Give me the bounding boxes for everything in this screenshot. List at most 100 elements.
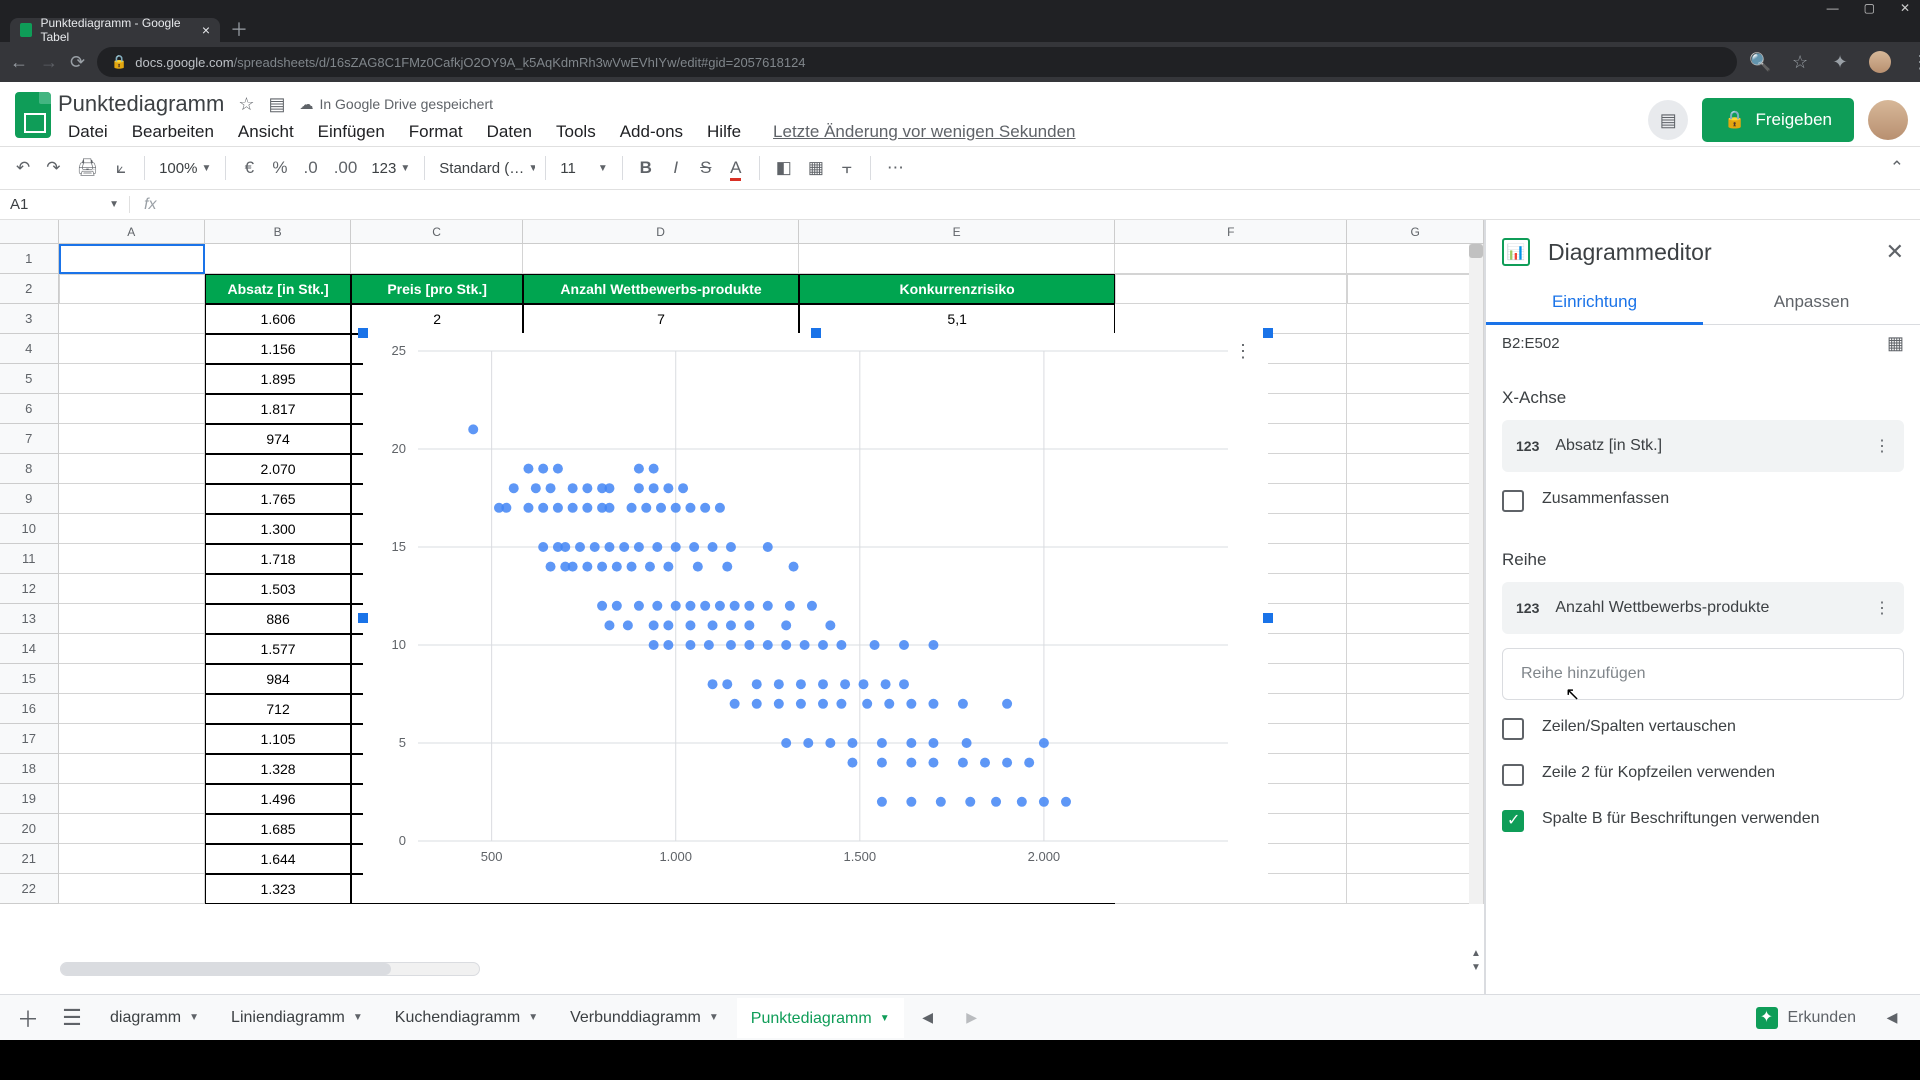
- more-button[interactable]: ⋯: [881, 154, 910, 182]
- col-header-c[interactable]: C: [351, 220, 523, 243]
- decrease-decimal-button[interactable]: .0: [298, 154, 324, 182]
- resize-handle[interactable]: [358, 328, 368, 338]
- merge-button[interactable]: ⫟: [834, 154, 860, 182]
- col-header-g[interactable]: G: [1347, 220, 1484, 243]
- col-header-b[interactable]: B: [205, 220, 351, 243]
- fill-color-button[interactable]: ◧: [770, 154, 798, 182]
- menu-insert[interactable]: Einfügen: [308, 120, 395, 144]
- document-name[interactable]: Punktediagramm: [58, 91, 224, 117]
- number-format-select[interactable]: 123▼: [367, 160, 414, 177]
- menu-data[interactable]: Daten: [477, 120, 542, 144]
- resize-handle[interactable]: [358, 613, 368, 623]
- explore-button[interactable]: ✦ Erkunden: [1744, 1007, 1869, 1029]
- italic-button[interactable]: I: [663, 154, 689, 182]
- chart-object[interactable]: ⋮ 05101520255001.0001.5002.000: [363, 333, 1268, 903]
- data-range-value[interactable]: B2:E502: [1502, 335, 1560, 352]
- forward-button[interactable]: →: [40, 52, 58, 73]
- redo-button[interactable]: ↷: [40, 154, 66, 182]
- aggregate-checkbox-row[interactable]: Zusammenfassen: [1486, 478, 1920, 524]
- collapse-toolbar-button[interactable]: ⌃: [1884, 154, 1910, 182]
- add-sheet-button[interactable]: ＋: [8, 1002, 48, 1034]
- series-field[interactable]: 123 Anzahl Wettbewerbs-produkte ⋮: [1502, 582, 1904, 634]
- select-all-corner[interactable]: [0, 220, 59, 243]
- undo-button[interactable]: ↶: [10, 154, 36, 182]
- browser-menu-icon[interactable]: ⋮: [1909, 52, 1920, 73]
- resize-handle[interactable]: [1263, 328, 1273, 338]
- tab-close-icon[interactable]: ×: [202, 22, 210, 38]
- sheets-logo[interactable]: [8, 90, 58, 140]
- last-edit-link[interactable]: Letzte Änderung vor wenigen Sekunden: [763, 120, 1085, 144]
- sheet-tab[interactable]: Liniendiagramm▼: [217, 999, 377, 1037]
- row2-checkbox[interactable]: [1502, 764, 1524, 786]
- vertical-scrollbar[interactable]: [1469, 244, 1483, 904]
- scroll-tabs-right[interactable]: ▶: [952, 1009, 992, 1026]
- close-window-button[interactable]: ✕: [1900, 1, 1910, 15]
- col-header-f[interactable]: F: [1115, 220, 1347, 243]
- menu-help[interactable]: Hilfe: [697, 120, 751, 144]
- tab-setup[interactable]: Einrichtung: [1486, 284, 1703, 325]
- row2-checkbox-row[interactable]: Zeile 2 für Kopfzeilen verwenden: [1486, 752, 1920, 798]
- scroll-tabs-left[interactable]: ◀: [908, 1009, 948, 1026]
- paint-format-button[interactable]: ⟀: [108, 154, 134, 182]
- print-button[interactable]: 🖨: [71, 154, 105, 182]
- sheet-tab-active[interactable]: Punktediagramm▼: [737, 998, 904, 1038]
- horizontal-scrollbar[interactable]: [60, 962, 480, 976]
- colb-checkbox[interactable]: [1502, 810, 1524, 832]
- profile-avatar-icon[interactable]: [1869, 51, 1891, 73]
- new-tab-button[interactable]: ＋: [220, 16, 258, 42]
- field-menu-icon[interactable]: ⋮: [1874, 436, 1890, 456]
- swap-checkbox-row[interactable]: Zeilen/Spalten vertauschen: [1486, 706, 1920, 752]
- menu-view[interactable]: Ansicht: [228, 120, 304, 144]
- share-button[interactable]: 🔒Freigeben: [1702, 98, 1854, 142]
- zoom-icon[interactable]: 🔍: [1749, 52, 1771, 73]
- bold-button[interactable]: B: [633, 154, 659, 182]
- close-sidebar-button[interactable]: ✕: [1886, 239, 1904, 265]
- sheet-tab[interactable]: diagramm▼: [96, 999, 213, 1037]
- resize-handle[interactable]: [1263, 613, 1273, 623]
- font-family-select[interactable]: Standard (…▼: [435, 160, 535, 177]
- back-button[interactable]: ←: [10, 52, 28, 73]
- sheet-tab[interactable]: Verbunddiagramm▼: [556, 999, 733, 1037]
- col-header-a[interactable]: A: [59, 220, 205, 243]
- account-avatar[interactable]: [1868, 100, 1908, 140]
- star-icon[interactable]: ☆: [238, 94, 254, 115]
- increase-decimal-button[interactable]: .00: [328, 154, 364, 182]
- borders-button[interactable]: ▦: [802, 154, 830, 182]
- all-sheets-button[interactable]: ☰: [52, 1005, 92, 1031]
- currency-button[interactable]: €: [236, 154, 262, 182]
- minimize-button[interactable]: ―: [1827, 1, 1839, 15]
- menu-edit[interactable]: Bearbeiten: [122, 120, 224, 144]
- sheet-tab[interactable]: Kuchendiagramm▼: [381, 999, 552, 1037]
- reload-button[interactable]: ⟳: [70, 52, 85, 73]
- col-header-e[interactable]: E: [799, 220, 1115, 243]
- bookmark-icon[interactable]: ☆: [1789, 52, 1811, 73]
- select-range-icon[interactable]: ▦: [1887, 333, 1904, 354]
- resize-handle[interactable]: [811, 328, 821, 338]
- tab-customize[interactable]: Anpassen: [1703, 284, 1920, 324]
- font-size-select[interactable]: 11▼: [556, 160, 611, 177]
- browser-tab[interactable]: Punktediagramm - Google Tabel ×: [10, 18, 220, 42]
- menu-format[interactable]: Format: [399, 120, 473, 144]
- comments-button[interactable]: ▤: [1648, 100, 1688, 140]
- swap-checkbox[interactable]: [1502, 718, 1524, 740]
- spreadsheet-grid[interactable]: A B C D E F G 12Absatz [in Stk.]Preis [p…: [0, 220, 1485, 994]
- aggregate-checkbox[interactable]: [1502, 490, 1524, 512]
- collapse-sidebar-button[interactable]: ◀: [1872, 1009, 1912, 1026]
- text-color-button[interactable]: A: [723, 154, 749, 182]
- xaxis-field[interactable]: 123 Absatz [in Stk.] ⋮: [1502, 420, 1904, 472]
- name-box[interactable]: A1▼: [0, 196, 130, 213]
- strike-button[interactable]: S: [693, 154, 719, 182]
- percent-button[interactable]: %: [266, 154, 293, 182]
- move-icon[interactable]: ▤: [268, 94, 285, 115]
- maximize-button[interactable]: ▢: [1864, 1, 1875, 15]
- menu-addons[interactable]: Add-ons: [610, 120, 693, 144]
- menu-tools[interactable]: Tools: [546, 120, 606, 144]
- address-bar[interactable]: 🔒 docs.google.com/spreadsheets/d/16sZAG8…: [97, 47, 1737, 77]
- add-series-button[interactable]: Reihe hinzufügen: [1502, 648, 1904, 700]
- chart-menu-icon[interactable]: ⋮: [1234, 341, 1250, 362]
- col-header-d[interactable]: D: [523, 220, 799, 243]
- colb-checkbox-row[interactable]: Spalte B für Beschriftungen verwenden: [1486, 798, 1920, 844]
- zoom-select[interactable]: 100%▼: [155, 160, 215, 177]
- field-menu-icon[interactable]: ⋮: [1874, 598, 1890, 618]
- menu-file[interactable]: Datei: [58, 120, 118, 144]
